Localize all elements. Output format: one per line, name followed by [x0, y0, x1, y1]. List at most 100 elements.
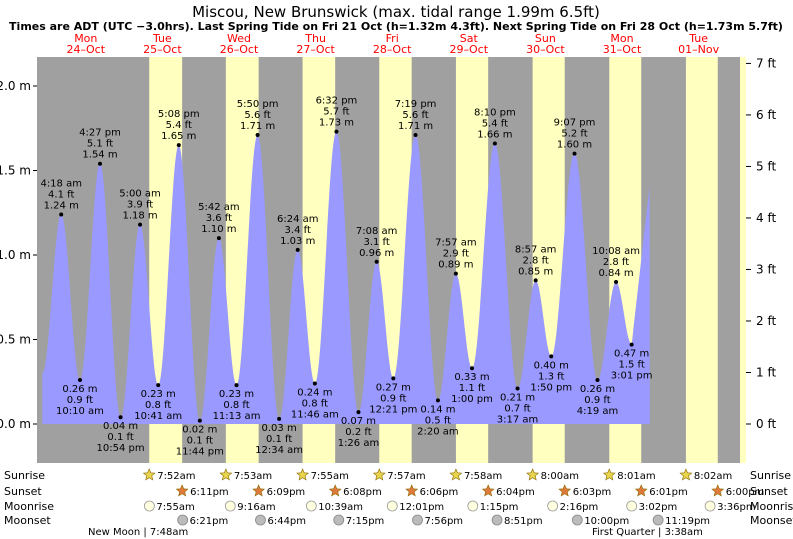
daylight-band	[685, 57, 718, 463]
moonset-icon	[652, 514, 664, 526]
tide-point	[98, 161, 103, 166]
tide-ft-label: 5.4 ft	[482, 118, 508, 129]
tide-point	[614, 280, 619, 285]
day-label-dow: Sat	[460, 32, 479, 45]
y-left-tick-label: 2.0 m	[0, 79, 31, 93]
moonset-icon	[255, 514, 266, 526]
tide-ft-label: 0.7 ft	[504, 404, 530, 415]
moonrise-icon	[704, 500, 716, 512]
tide-m-label: 0.96 m	[359, 248, 394, 259]
sunrise-time: 8:00am	[541, 471, 579, 482]
tide-m-label: 0.02 m	[182, 425, 217, 436]
tide-m-label: 0.04 m	[103, 421, 138, 432]
moonset-time: 7:15pm	[346, 516, 385, 527]
tide-time-label: 10:10 am	[56, 406, 104, 417]
chart-subtitle: Times are ADT (UTC −3.0hrs). Last Spring…	[9, 20, 783, 33]
tide-ft-label: 0.9 ft	[67, 395, 93, 406]
tide-point	[469, 366, 474, 371]
tide-time-label: 11:44 pm	[176, 447, 224, 458]
sunrise-time: 8:01am	[617, 471, 655, 482]
tide-time-label: 7:57 am	[435, 238, 477, 249]
tide-time-label: 1:00 pm	[451, 394, 493, 405]
tide-point	[356, 410, 361, 415]
day-labels: Mon24–OctTue25–OctWed26–OctThu27–OctFri2…	[67, 32, 720, 56]
sunrise-icon	[602, 468, 616, 481]
y-right-tick-label: 2 ft	[756, 314, 776, 328]
tide-time-label: 8:57 am	[515, 244, 557, 255]
row-label-right: Sunset	[750, 485, 788, 498]
tide-ft-label: 3.6 ft	[206, 213, 232, 224]
sunset-icon	[711, 484, 725, 497]
tide-m-label: 1.65 m	[161, 131, 196, 142]
tide-point	[549, 354, 554, 359]
tide-ft-label: 4.1 ft	[48, 189, 74, 200]
tide-time-label: 8:10 pm	[474, 107, 516, 118]
y-right-tick-label: 5 ft	[756, 159, 776, 173]
day-label-date: 26–Oct	[220, 43, 259, 56]
tide-time-label: 5:08 pm	[158, 109, 200, 120]
sunrise-icon	[526, 468, 540, 481]
y-right-tick-label: 3 ft	[756, 262, 776, 276]
sunset-icon	[634, 484, 648, 497]
astro-rows: Sunrise Sunrise Sunset Sunset Moonrise Moonri…	[4, 468, 793, 538]
tide-ft-label: 5.4 ft	[166, 120, 192, 131]
row-label-left: Sunrise	[4, 469, 45, 482]
tide-point	[334, 129, 339, 134]
tide-m-label: 1.71 m	[240, 121, 275, 132]
moonrise-icon	[626, 500, 638, 512]
sunrise-icon	[679, 468, 693, 481]
day-label-dow: Mon	[610, 32, 633, 45]
tide-point	[453, 271, 458, 276]
tide-time-label: 3:01 pm	[611, 371, 653, 382]
tide-m-label: 0.07 m	[341, 416, 376, 427]
tide-ft-label: 0.8 ft	[223, 400, 249, 411]
y-left-tick-label: 0.0 m	[0, 417, 31, 431]
tide-time-label: 2:20 am	[417, 426, 459, 437]
tide-ft-label: 5.6 ft	[244, 110, 270, 121]
moonset-time: 11:19pm	[665, 516, 710, 527]
first-quarter-label: First Quarter | 3:38am	[592, 527, 703, 538]
sunset-time: 6:04pm	[496, 487, 535, 498]
tide-m-label: 1.03 m	[280, 236, 315, 247]
sunrise-icon	[372, 468, 386, 481]
sunset-time: 6:09pm	[267, 487, 306, 498]
tide-ft-label: 0.9 ft	[584, 395, 610, 406]
sunset-time: 6:01pm	[649, 487, 688, 498]
tide-m-label: 0.26 m	[580, 384, 615, 395]
tide-ft-label: 3.1 ft	[363, 237, 389, 248]
row-label-right: Moonrise	[750, 500, 793, 513]
moonrise-time: 3:36pm	[717, 502, 756, 513]
tide-m-label: 0.85 m	[518, 266, 553, 277]
tide-time-label: 4:27 pm	[79, 128, 121, 139]
tide-point	[435, 398, 440, 403]
tide-point	[216, 236, 221, 241]
tide-m-label: 1.66 m	[477, 129, 512, 140]
tide-m-label: 0.89 m	[438, 260, 473, 271]
tide-time-label: 3:17 am	[497, 415, 539, 426]
tide-m-label: 1.73 m	[319, 118, 354, 129]
day-label-date: 29–Oct	[450, 43, 489, 56]
y-left-tick-label: 0.5 m	[0, 333, 31, 347]
tide-time-label: 7:08 am	[356, 226, 398, 237]
tide-time-label: 1:26 am	[338, 438, 380, 449]
tide-point	[277, 416, 282, 421]
moonset-icon	[412, 514, 423, 526]
moonset-time: 6:44pm	[267, 516, 306, 527]
tide-time-label: 5:42 am	[198, 202, 240, 213]
moonset-icon	[571, 514, 583, 526]
sunrise-time: 7:57am	[387, 471, 425, 482]
moonset-icon	[177, 514, 189, 526]
day-label-date: 28–Oct	[373, 43, 412, 56]
day-label-dow: Sun	[535, 32, 556, 45]
tide-time-label: 11:13 am	[213, 411, 261, 422]
tide-time-label: 6:32 pm	[316, 96, 358, 107]
chart-title: Miscou, New Brunswick (max. tidal range …	[192, 3, 600, 21]
tide-ft-label: 1.5 ft	[618, 360, 644, 371]
y-left-tick-label: 1.0 m	[0, 248, 31, 262]
y-axes: 0.0 m 0.5 m 1.0 m 1.5 m 2.0 m 0 ft 1 ft 2 ft 3 f…	[0, 56, 776, 463]
tide-ft-label: 0.5 ft	[425, 415, 451, 426]
sunset-icon	[252, 484, 266, 497]
sunrise-icon	[219, 468, 233, 481]
tide-point	[77, 378, 82, 383]
